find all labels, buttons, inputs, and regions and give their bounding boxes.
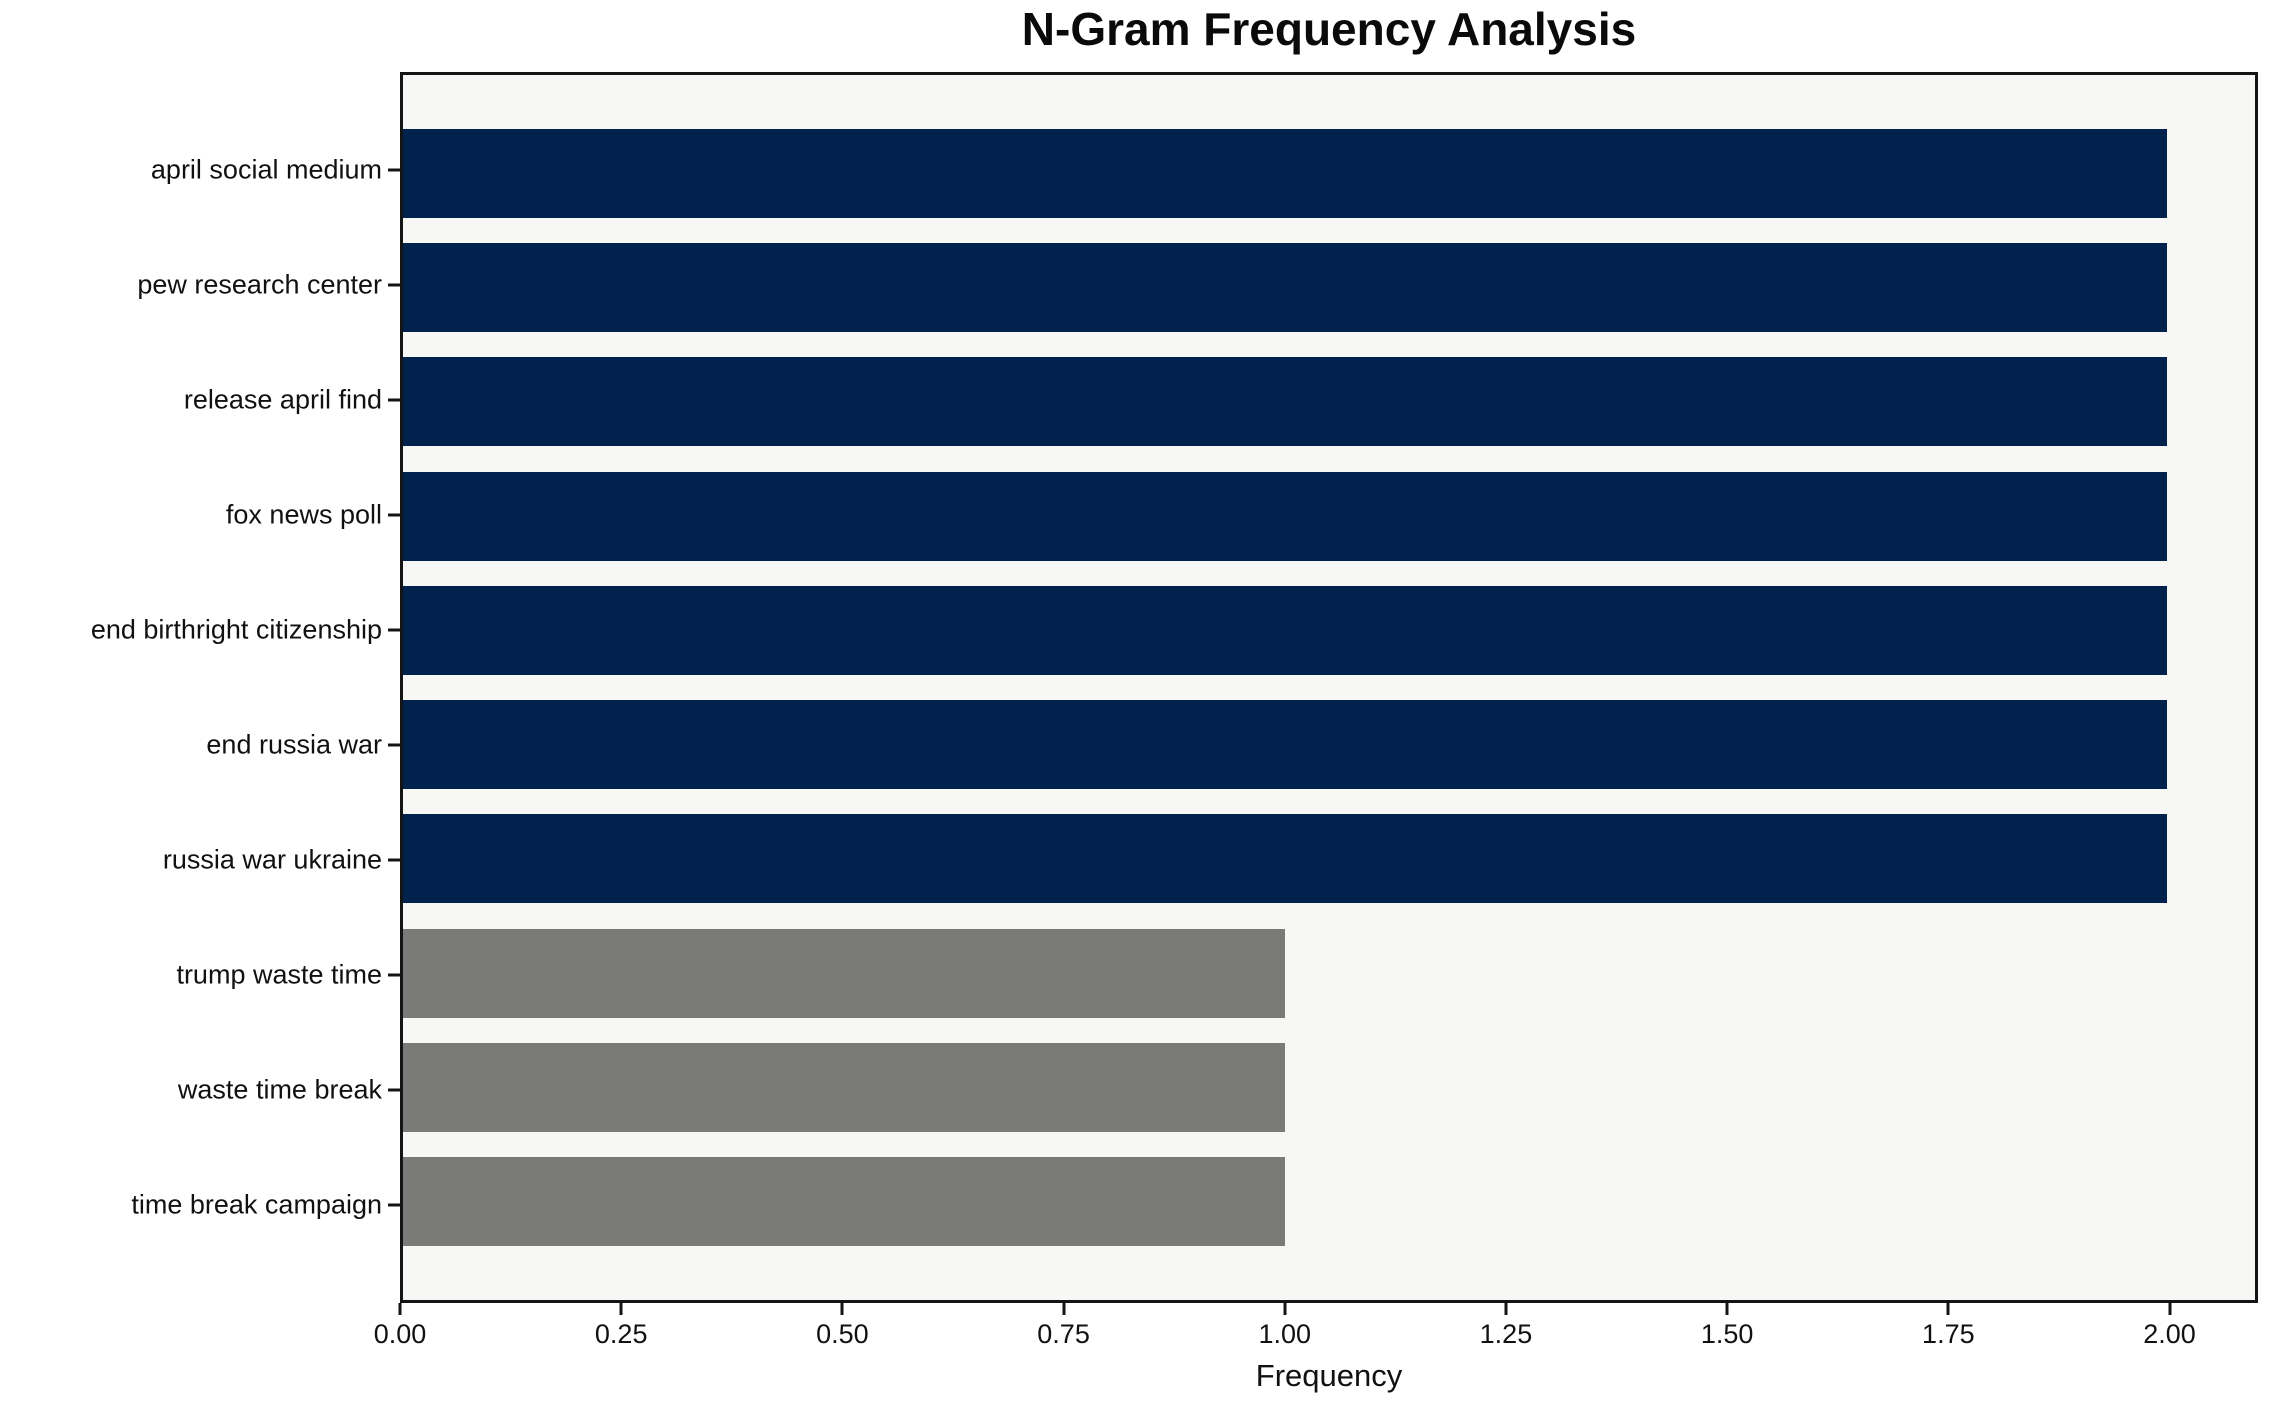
x-tick-mark (1504, 1303, 1508, 1315)
bar-russia-war-ukraine (403, 814, 2167, 904)
x-tick-label: 0.00 (373, 1319, 427, 1349)
y-tick-mark (388, 1203, 400, 1207)
bar-row (403, 802, 2255, 916)
bar-waste-time-break (403, 1043, 1285, 1133)
x-tick-mark (1283, 1303, 1287, 1315)
y-axis-label: trump waste time (176, 959, 382, 990)
bar-row (403, 1145, 2255, 1259)
plot-area (400, 72, 2258, 1303)
bar-row (403, 687, 2255, 801)
y-axis-label: time break campaign (131, 1189, 382, 1220)
y-axis-label: end birthright citizenship (90, 614, 382, 645)
bar-pew-research-center (403, 242, 2167, 332)
y-axis-label: pew research center (137, 269, 382, 300)
y-tick-mark (388, 1088, 400, 1092)
bar-time-break-campaign (403, 1157, 1285, 1247)
y-axis-label: april social medium (150, 154, 382, 185)
bar-release-april-find (403, 357, 2167, 447)
y-tick-mark (388, 513, 400, 517)
bar-fox-news-poll (403, 471, 2167, 561)
x-tick-mark (1946, 1303, 1950, 1315)
x-tick-label: 1.00 (1258, 1319, 1312, 1349)
y-tick-mark (388, 398, 400, 402)
bar-end-birthright-citizenship (403, 585, 2167, 675)
y-tick-mark (388, 743, 400, 747)
y-axis-label: russia war ukraine (162, 844, 382, 875)
bar-april-social-medium (403, 128, 2167, 218)
y-axis-label: waste time break (177, 1074, 382, 1105)
x-tick-label: 1.75 (1922, 1319, 1975, 1349)
chart-title: N-Gram Frequency Analysis (1021, 3, 1637, 55)
x-tick-label: 0.50 (816, 1319, 869, 1349)
x-tick-mark (398, 1303, 402, 1315)
bars-container (403, 75, 2255, 1300)
x-tick-label: 0.25 (594, 1319, 648, 1349)
y-axis-label: fox news poll (225, 499, 382, 530)
y-axis-label: release april find (183, 384, 382, 415)
y-tick-mark (388, 628, 400, 632)
y-tick-mark (388, 283, 400, 287)
bar-row (403, 573, 2255, 687)
x-tick-mark (840, 1303, 844, 1315)
bar-row (403, 916, 2255, 1030)
y-tick-mark (388, 858, 400, 862)
x-tick-mark (619, 1303, 623, 1315)
x-tick-mark (1725, 1303, 1729, 1315)
x-tick-label: 0.75 (1037, 1319, 1090, 1349)
y-tick-mark (388, 168, 400, 172)
bar-end-russia-war (403, 700, 2167, 790)
x-tick-label: 1.25 (1479, 1319, 1533, 1349)
bar-row (403, 345, 2255, 459)
y-axis-label: end russia war (206, 729, 382, 760)
bar-row (403, 116, 2255, 230)
x-tick-label: 1.50 (1700, 1319, 1754, 1349)
bar-trump-waste-time (403, 928, 1285, 1018)
y-tick-mark (388, 973, 400, 977)
bar-row (403, 459, 2255, 573)
x-tick-label: 2.00 (2143, 1319, 2196, 1349)
x-tick-mark (1062, 1303, 1066, 1315)
bar-row (403, 1030, 2255, 1144)
x-axis-label: Frequency (1255, 1358, 1403, 1393)
x-tick-mark (2168, 1303, 2172, 1315)
bar-row (403, 230, 2255, 344)
